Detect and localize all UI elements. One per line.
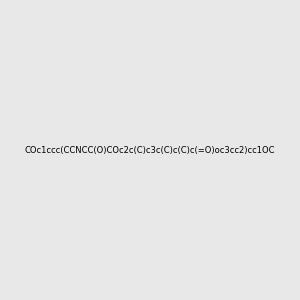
Text: COc1ccc(CCNCC(O)COc2c(C)c3c(C)c(C)c(=O)oc3cc2)cc1OC: COc1ccc(CCNCC(O)COc2c(C)c3c(C)c(C)c(=O)o… <box>25 146 275 154</box>
